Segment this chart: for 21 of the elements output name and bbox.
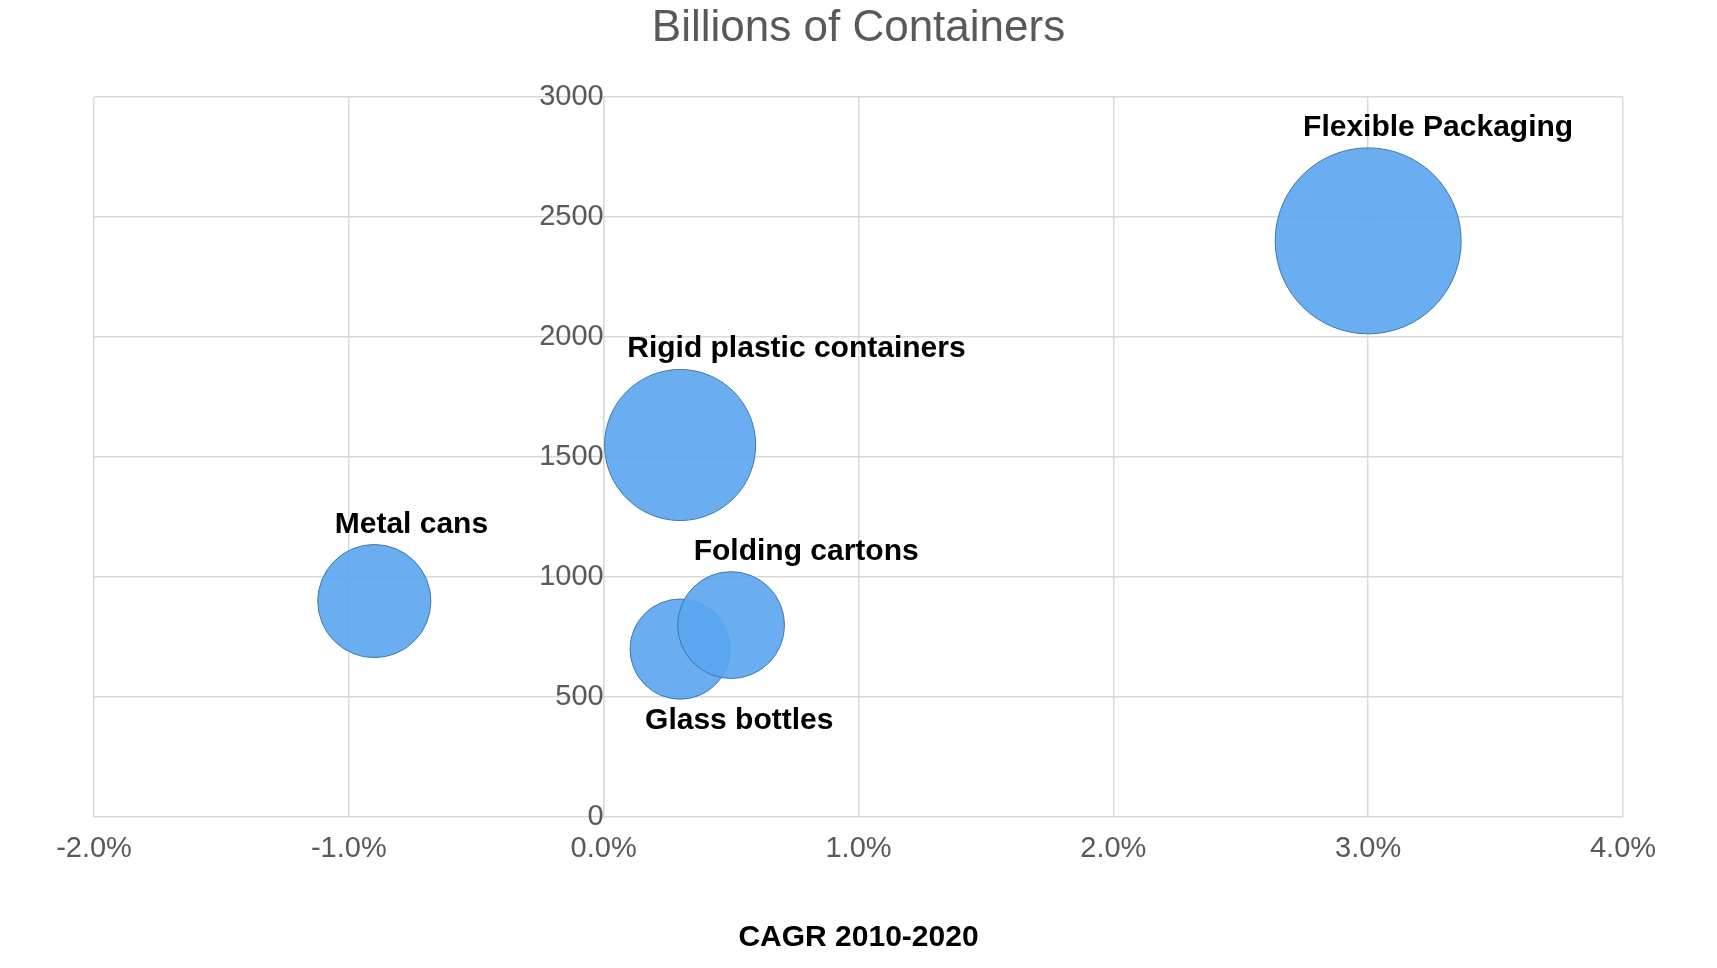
y-tick-label: 2500	[539, 198, 604, 231]
y-tick-label: 2000	[539, 318, 604, 351]
x-tick-label: 2.0%	[1080, 830, 1147, 863]
x-tick-label: 3.0%	[1335, 830, 1402, 863]
x-axis-title: CAGR 2010-2020	[738, 919, 979, 953]
x-tick-label: -1.0%	[310, 830, 387, 863]
y-tick-label: 1500	[539, 439, 604, 471]
x-tick-label: 0.0%	[570, 830, 637, 863]
y-tick-label: 3000	[539, 78, 604, 111]
x-tick-label: 4.0%	[1589, 830, 1657, 863]
y-tick-label: 0	[587, 799, 604, 832]
x-tick-label: 1.0%	[825, 830, 892, 863]
chart-title: Billions of Containers	[651, 0, 1066, 50]
x-tick-label: -2.0%	[56, 830, 132, 863]
series-label: Glass bottles	[645, 702, 834, 736]
series-label: Flexible Packaging	[1303, 108, 1574, 142]
series-label: Metal cans	[334, 505, 489, 539]
series-label: Folding cartons	[693, 532, 919, 566]
y-tick-label: 1000	[539, 559, 604, 592]
y-tick-label: 500	[555, 679, 604, 712]
series-label: Rigid plastic containers	[627, 330, 966, 364]
